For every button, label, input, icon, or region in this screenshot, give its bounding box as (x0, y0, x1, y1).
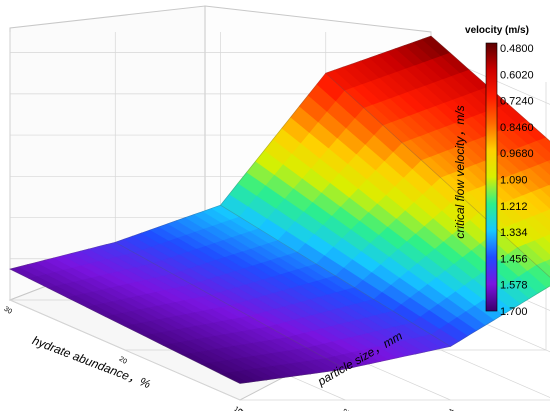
colorbar-tick-label: 1.456 (500, 253, 528, 265)
colorbar-tick-label: 0.9680 (500, 148, 534, 160)
surface-facet (538, 161, 550, 176)
colorbar-ticks: 0.4800 0.6020 0.7240 0.8460 0.9680 1.090 1.212… (500, 43, 534, 318)
surface-facet (524, 215, 550, 238)
colorbar-tick-label: 0.6020 (500, 69, 534, 81)
colorbar-tick-label: 0.7240 (500, 96, 534, 108)
surface-mesh-line (239, 285, 550, 384)
surface-facet (534, 236, 550, 255)
surface-mesh-line (115, 241, 346, 370)
surface-facet (539, 184, 550, 198)
y-tick-label: 0 (238, 408, 246, 411)
surface-mesh-line (325, 72, 550, 278)
colorbar-tick-label: 0.4800 (500, 43, 534, 55)
surface-mesh-line (220, 204, 451, 347)
surface-facet (536, 261, 550, 278)
x-tick-label: 10 (233, 406, 243, 411)
surface-facet (527, 140, 550, 162)
surface-facet (541, 209, 550, 221)
colorbar-tick-label: 1.212 (500, 201, 528, 213)
surface-facet (522, 191, 550, 214)
y-tick-label: 4 (448, 408, 456, 411)
colorbar-tick-label: 0.8460 (500, 122, 534, 134)
surface-mesh (9, 35, 550, 384)
surface-facet (532, 212, 550, 232)
colorbar-scale (485, 42, 498, 312)
colorbar-tick-label: 1.700 (500, 306, 528, 318)
colorbar: velocity (m/s) 0.48000.60200.72400.84600… (465, 25, 534, 318)
x-axis-ticks: 30 20 10 (3, 306, 243, 411)
surface-mesh-line (9, 268, 241, 384)
surface-facet (536, 137, 550, 153)
colorbar-tick-label: 1.090 (500, 175, 528, 187)
surface-mesh-line (430, 35, 550, 142)
surface-facet (547, 160, 550, 164)
surface-facet (529, 164, 550, 186)
x-tick-label: 30 (3, 306, 13, 316)
surface-facet (527, 264, 550, 289)
surface-mesh-line (9, 35, 432, 270)
colorbar-title: velocity (m/s) (465, 25, 529, 36)
x-tick-label: 20 (118, 356, 128, 366)
colorbar-tick-label: 1.334 (500, 227, 528, 239)
surface-facet (531, 188, 550, 209)
surface-facet (544, 259, 550, 267)
y-tick-label: 2 (343, 408, 351, 411)
z-axis-title: critical flow velocity，m/s (453, 105, 467, 238)
y-axis-ticks: 02468 (238, 408, 457, 411)
surface-facet (525, 240, 550, 262)
colorbar-tick-label: 1.578 (500, 280, 528, 292)
surface (9, 35, 550, 384)
